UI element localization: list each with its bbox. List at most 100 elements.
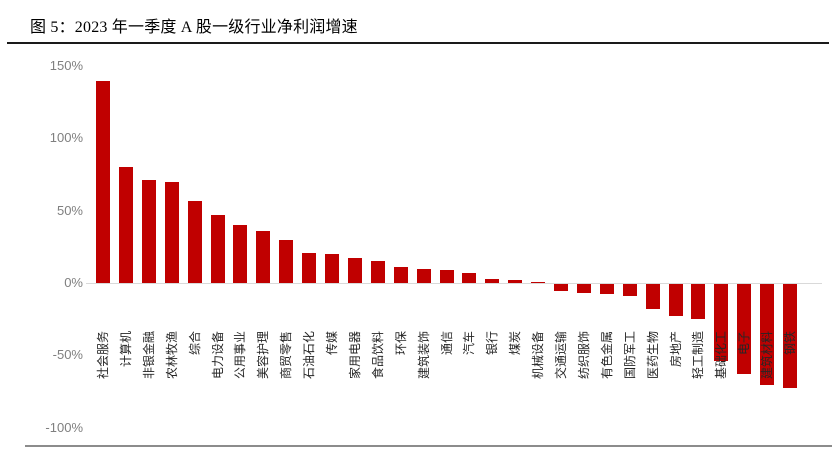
bar-汽车 (462, 272, 477, 283)
bar-煤炭 (508, 280, 523, 283)
y-axis-tick-label: -50% (52, 347, 83, 363)
figure-title: 图 5：2023 年一季度 A 股一级行业净利润增速 (30, 19, 358, 36)
x-axis-category-label: 钢铁 (783, 331, 797, 401)
x-axis-category-label: 国防军工 (623, 331, 637, 401)
bar-农林牧渔 (164, 181, 179, 283)
x-axis-category-label: 基础化工 (714, 331, 728, 401)
x-axis-category-label: 医药生物 (646, 331, 660, 401)
x-axis-category-text: 环保 (393, 331, 408, 356)
x-axis-category-label: 房地产 (669, 331, 683, 401)
x-axis-category-label: 煤炭 (508, 331, 522, 401)
x-axis-category-label: 轻工制造 (691, 331, 705, 401)
x-axis-category-text: 国防军工 (622, 331, 637, 380)
bar-基础化工 (714, 284, 729, 361)
x-axis-category-label: 机械设备 (531, 331, 545, 401)
bar-环保 (393, 267, 408, 283)
bar-建筑材料 (760, 284, 775, 386)
x-axis-category-text: 社会服务 (96, 331, 110, 380)
x-axis-category-text: 基础化工 (714, 331, 729, 380)
y-axis-tick-label: -100% (45, 419, 83, 435)
bar-公用事业 (233, 225, 248, 283)
x-axis-category-label: 石油石化 (302, 331, 316, 401)
x-axis-category-label: 有色金属 (600, 331, 614, 401)
x-axis-category-text: 医药生物 (645, 331, 660, 380)
bar-通信 (439, 269, 454, 283)
x-axis-category-text: 有色金属 (599, 331, 614, 380)
x-axis-category-label: 交通运输 (554, 331, 568, 401)
x-axis-category-label: 建筑材料 (760, 331, 774, 401)
x-axis-category-text: 农林牧渔 (164, 331, 179, 380)
bar-综合 (187, 200, 202, 283)
bar-房地产 (668, 284, 683, 316)
title-divider (7, 42, 829, 44)
x-axis-category-text: 煤炭 (508, 331, 523, 356)
x-axis-category-label: 环保 (394, 331, 408, 401)
x-axis-category-text: 建筑装饰 (416, 331, 431, 380)
x-axis-category-label: 汽车 (462, 331, 476, 401)
x-axis-category-label: 综合 (188, 331, 202, 401)
x-axis-category-text: 房地产 (668, 331, 683, 368)
y-axis-tick-label: 50% (56, 202, 83, 218)
bar-美容护理 (256, 230, 271, 283)
x-axis-category-label: 家用电器 (348, 331, 362, 401)
x-axis-category-label: 非银金融 (142, 331, 156, 401)
bar-建筑装饰 (416, 268, 431, 283)
bar-社会服务 (96, 80, 110, 283)
x-axis-category-text: 非银金融 (141, 331, 156, 380)
bar-交通运输 (554, 284, 568, 292)
bar-银行 (485, 278, 500, 283)
bar-轻工制造 (691, 284, 706, 319)
x-axis-category-text: 综合 (187, 331, 202, 356)
x-axis-category-text: 电子 (737, 331, 752, 356)
bar-医药生物 (645, 284, 660, 309)
x-axis-category-text: 电力设备 (210, 331, 225, 380)
x-axis-category-text: 公用事业 (233, 331, 248, 380)
x-axis-category-text: 银行 (485, 331, 500, 356)
x-axis-category-text: 建筑材料 (760, 331, 775, 380)
bar-国防军工 (622, 284, 637, 296)
x-axis-category-text: 传媒 (325, 331, 339, 356)
x-axis-category-label: 通信 (440, 331, 454, 401)
bar-家用电器 (347, 258, 362, 283)
zero-axis-line (86, 283, 822, 284)
x-axis-category-label: 公用事业 (233, 331, 247, 401)
x-axis-category-text: 纺织服饰 (576, 331, 591, 380)
bar-钢铁 (783, 284, 797, 389)
x-axis-category-label: 计算机 (119, 331, 133, 401)
x-axis-category-label: 传媒 (325, 331, 339, 401)
bar-电力设备 (210, 215, 225, 283)
y-axis-tick-label: 150% (49, 58, 83, 74)
x-axis-category-label: 纺织服饰 (577, 331, 591, 401)
bar-计算机 (118, 167, 133, 283)
bar-商贸零售 (279, 239, 294, 283)
x-axis-category-label: 商贸零售 (279, 331, 293, 401)
x-axis-category-text: 通信 (439, 331, 454, 356)
bar-机械设备 (531, 281, 546, 283)
x-axis-category-text: 机械设备 (531, 331, 546, 380)
x-axis-category-label: 农林牧渔 (165, 331, 179, 401)
x-axis-category-text: 家用电器 (347, 331, 362, 380)
bar-石油石化 (302, 252, 317, 283)
x-axis-category-text: 计算机 (118, 331, 133, 368)
x-axis-category-text: 交通运输 (554, 331, 568, 380)
x-axis-category-label: 建筑装饰 (417, 331, 431, 401)
bar-电子 (737, 284, 752, 374)
x-axis-category-text: 钢铁 (783, 331, 797, 356)
x-axis-category-text: 食品饮料 (370, 331, 385, 380)
x-axis-category-text: 轻工制造 (691, 331, 706, 380)
x-axis-category-label: 食品饮料 (371, 331, 385, 401)
x-axis-category-label: 银行 (485, 331, 499, 401)
x-axis-category-label: 电子 (737, 331, 751, 401)
bar-非银金融 (141, 180, 156, 283)
bar-传媒 (325, 254, 339, 283)
y-axis-tick-label: 0% (64, 275, 83, 290)
bar-纺织服饰 (576, 284, 591, 293)
x-axis-category-text: 汽车 (462, 331, 477, 356)
bar-食品饮料 (370, 261, 385, 283)
figure-bottom-divider (25, 445, 832, 447)
x-axis-category-label: 社会服务 (96, 331, 110, 401)
x-axis-category-label: 美容护理 (256, 331, 270, 401)
y-axis-tick-label: 100% (49, 130, 83, 146)
x-axis-category-text: 商贸零售 (279, 331, 294, 380)
